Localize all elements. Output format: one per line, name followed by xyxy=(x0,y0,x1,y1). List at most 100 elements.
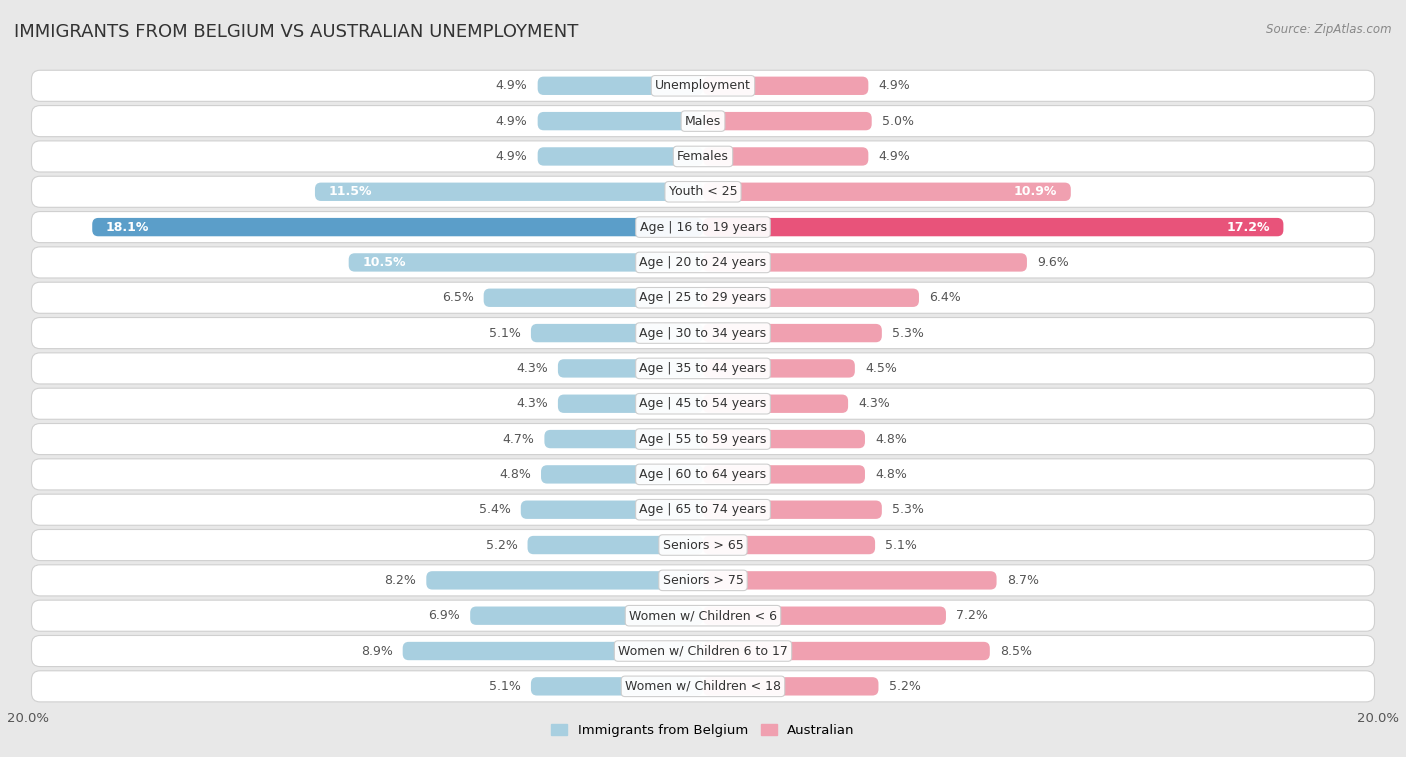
Text: 5.3%: 5.3% xyxy=(891,326,924,340)
Text: 9.6%: 9.6% xyxy=(1038,256,1069,269)
FancyBboxPatch shape xyxy=(541,466,703,484)
FancyBboxPatch shape xyxy=(315,182,703,201)
Text: 5.1%: 5.1% xyxy=(489,326,520,340)
FancyBboxPatch shape xyxy=(31,494,1375,525)
Text: 7.2%: 7.2% xyxy=(956,609,988,622)
FancyBboxPatch shape xyxy=(349,254,703,272)
Text: 4.9%: 4.9% xyxy=(879,150,910,163)
Text: 4.3%: 4.3% xyxy=(516,397,548,410)
FancyBboxPatch shape xyxy=(531,324,703,342)
Text: 5.3%: 5.3% xyxy=(891,503,924,516)
Text: 6.5%: 6.5% xyxy=(441,291,474,304)
FancyBboxPatch shape xyxy=(531,678,703,696)
FancyBboxPatch shape xyxy=(703,254,1026,272)
Text: 8.7%: 8.7% xyxy=(1007,574,1039,587)
FancyBboxPatch shape xyxy=(31,105,1375,137)
FancyBboxPatch shape xyxy=(703,288,920,307)
Text: 10.5%: 10.5% xyxy=(363,256,406,269)
FancyBboxPatch shape xyxy=(703,394,848,413)
Text: 6.4%: 6.4% xyxy=(929,291,960,304)
Text: 17.2%: 17.2% xyxy=(1226,220,1270,234)
Text: 5.4%: 5.4% xyxy=(479,503,510,516)
Text: Source: ZipAtlas.com: Source: ZipAtlas.com xyxy=(1267,23,1392,36)
FancyBboxPatch shape xyxy=(31,353,1375,384)
FancyBboxPatch shape xyxy=(703,572,997,590)
FancyBboxPatch shape xyxy=(31,247,1375,278)
Text: Seniors > 75: Seniors > 75 xyxy=(662,574,744,587)
FancyBboxPatch shape xyxy=(31,282,1375,313)
FancyBboxPatch shape xyxy=(31,671,1375,702)
Text: Age | 20 to 24 years: Age | 20 to 24 years xyxy=(640,256,766,269)
Text: 4.5%: 4.5% xyxy=(865,362,897,375)
FancyBboxPatch shape xyxy=(558,394,703,413)
FancyBboxPatch shape xyxy=(31,565,1375,596)
Text: 5.2%: 5.2% xyxy=(889,680,921,693)
FancyBboxPatch shape xyxy=(537,76,703,95)
Text: 6.9%: 6.9% xyxy=(429,609,460,622)
FancyBboxPatch shape xyxy=(703,536,875,554)
FancyBboxPatch shape xyxy=(537,148,703,166)
FancyBboxPatch shape xyxy=(31,423,1375,455)
FancyBboxPatch shape xyxy=(703,642,990,660)
FancyBboxPatch shape xyxy=(703,324,882,342)
FancyBboxPatch shape xyxy=(703,500,882,519)
FancyBboxPatch shape xyxy=(31,529,1375,561)
Text: 10.9%: 10.9% xyxy=(1014,185,1057,198)
Text: Age | 65 to 74 years: Age | 65 to 74 years xyxy=(640,503,766,516)
Text: 4.7%: 4.7% xyxy=(502,432,534,446)
Text: 4.9%: 4.9% xyxy=(879,79,910,92)
FancyBboxPatch shape xyxy=(31,459,1375,490)
Text: 5.1%: 5.1% xyxy=(886,538,917,552)
Text: 11.5%: 11.5% xyxy=(329,185,373,198)
FancyBboxPatch shape xyxy=(703,430,865,448)
FancyBboxPatch shape xyxy=(31,211,1375,243)
FancyBboxPatch shape xyxy=(703,218,1284,236)
FancyBboxPatch shape xyxy=(703,466,865,484)
FancyBboxPatch shape xyxy=(520,500,703,519)
FancyBboxPatch shape xyxy=(703,112,872,130)
Text: 4.3%: 4.3% xyxy=(516,362,548,375)
Text: Unemployment: Unemployment xyxy=(655,79,751,92)
Text: 5.2%: 5.2% xyxy=(485,538,517,552)
FancyBboxPatch shape xyxy=(703,678,879,696)
Text: Age | 25 to 29 years: Age | 25 to 29 years xyxy=(640,291,766,304)
FancyBboxPatch shape xyxy=(31,176,1375,207)
Text: Youth < 25: Youth < 25 xyxy=(669,185,737,198)
Text: Age | 30 to 34 years: Age | 30 to 34 years xyxy=(640,326,766,340)
Text: 8.5%: 8.5% xyxy=(1000,644,1032,658)
FancyBboxPatch shape xyxy=(31,317,1375,349)
Text: 4.9%: 4.9% xyxy=(496,114,527,128)
Text: 18.1%: 18.1% xyxy=(105,220,149,234)
Text: Females: Females xyxy=(678,150,728,163)
Text: 4.9%: 4.9% xyxy=(496,150,527,163)
FancyBboxPatch shape xyxy=(402,642,703,660)
FancyBboxPatch shape xyxy=(537,112,703,130)
FancyBboxPatch shape xyxy=(703,182,1071,201)
FancyBboxPatch shape xyxy=(703,606,946,625)
Text: Women w/ Children < 18: Women w/ Children < 18 xyxy=(626,680,780,693)
Text: 4.9%: 4.9% xyxy=(496,79,527,92)
FancyBboxPatch shape xyxy=(484,288,703,307)
Text: 4.8%: 4.8% xyxy=(875,468,907,481)
Text: Age | 35 to 44 years: Age | 35 to 44 years xyxy=(640,362,766,375)
FancyBboxPatch shape xyxy=(93,218,703,236)
Text: Age | 16 to 19 years: Age | 16 to 19 years xyxy=(640,220,766,234)
Legend: Immigrants from Belgium, Australian: Immigrants from Belgium, Australian xyxy=(546,718,860,742)
Text: 8.9%: 8.9% xyxy=(361,644,392,658)
FancyBboxPatch shape xyxy=(558,360,703,378)
Text: 4.8%: 4.8% xyxy=(875,432,907,446)
FancyBboxPatch shape xyxy=(703,148,869,166)
FancyBboxPatch shape xyxy=(31,141,1375,172)
FancyBboxPatch shape xyxy=(527,536,703,554)
FancyBboxPatch shape xyxy=(31,600,1375,631)
Text: Age | 55 to 59 years: Age | 55 to 59 years xyxy=(640,432,766,446)
Text: Males: Males xyxy=(685,114,721,128)
FancyBboxPatch shape xyxy=(703,360,855,378)
Text: Age | 60 to 64 years: Age | 60 to 64 years xyxy=(640,468,766,481)
FancyBboxPatch shape xyxy=(703,76,869,95)
Text: 5.1%: 5.1% xyxy=(489,680,520,693)
Text: Seniors > 65: Seniors > 65 xyxy=(662,538,744,552)
Text: 4.3%: 4.3% xyxy=(858,397,890,410)
Text: 8.2%: 8.2% xyxy=(384,574,416,587)
Text: 5.0%: 5.0% xyxy=(882,114,914,128)
